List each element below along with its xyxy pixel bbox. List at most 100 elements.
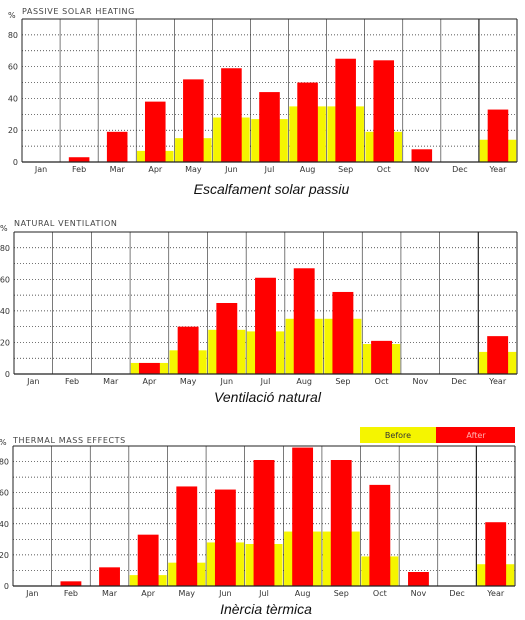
bar-after bbox=[408, 572, 429, 586]
x-tick-label: Jul bbox=[264, 165, 275, 174]
bar-after bbox=[371, 340, 393, 374]
bar-after bbox=[183, 79, 204, 162]
x-tick-label: Sep bbox=[338, 165, 353, 174]
y-tick-label: 0 bbox=[5, 370, 10, 379]
y-tick-label: 40 bbox=[0, 520, 9, 529]
legend-after-swatch bbox=[436, 427, 515, 443]
y-tick-label: 0 bbox=[4, 582, 9, 591]
y-tick-label: 40 bbox=[0, 307, 10, 316]
bar-after bbox=[138, 362, 160, 374]
x-tick-label: Jan bbox=[25, 589, 38, 598]
x-tick-label: Apr bbox=[141, 589, 156, 598]
chart-1: PASSIVE SOLAR HEATING% 0 20 40 60 80 Jan Feb Mar… bbox=[8, 7, 518, 197]
bar-after bbox=[332, 291, 354, 374]
y-tick-label: 40 bbox=[8, 94, 18, 103]
x-tick-label: Aug bbox=[300, 165, 316, 174]
x-tick-label: Nov bbox=[412, 377, 428, 386]
x-tick-label: Aug bbox=[295, 589, 311, 598]
x-tick-label: Jul bbox=[258, 589, 269, 598]
x-tick-label: Jan bbox=[26, 377, 39, 386]
legend-after-label: After bbox=[466, 431, 486, 440]
bar-after bbox=[335, 58, 356, 162]
bar-after bbox=[487, 336, 509, 374]
bar-after bbox=[411, 149, 433, 162]
x-tick-label: Mar bbox=[110, 165, 126, 174]
x-tick-label: Jan bbox=[34, 165, 47, 174]
y-tick-label: 0 bbox=[13, 158, 18, 167]
x-tick-label: Dec bbox=[452, 165, 467, 174]
bar-after bbox=[330, 460, 352, 586]
bar-after bbox=[216, 303, 238, 374]
bar-after bbox=[487, 109, 509, 162]
chart-2: NATURAL VENTILATION% 0 20 40 60 80 Jan Feb Mar Ap… bbox=[0, 219, 518, 405]
bar-after bbox=[292, 447, 314, 586]
x-tick-label: Jun bbox=[224, 165, 238, 174]
legend: Before After bbox=[360, 427, 515, 443]
bar-after bbox=[259, 92, 280, 162]
legend-before-swatch bbox=[360, 427, 436, 443]
y-tick-label: 60 bbox=[8, 63, 18, 72]
y-tick-label: 20 bbox=[0, 338, 10, 347]
y-axis-unit: % bbox=[0, 224, 8, 233]
bar-after bbox=[68, 157, 90, 162]
x-tick-label: Apr bbox=[143, 377, 158, 386]
chart-caption: Ventilació natural bbox=[214, 389, 322, 405]
y-tick-label: 20 bbox=[8, 126, 18, 135]
bar-after bbox=[176, 486, 198, 586]
x-tick-label: May bbox=[178, 589, 195, 598]
y-tick-label: 60 bbox=[0, 489, 9, 498]
x-tick-label: Aug bbox=[296, 377, 312, 386]
x-tick-label: Apr bbox=[148, 165, 163, 174]
x-tick-label: Oct bbox=[377, 165, 391, 174]
x-tick-label: Oct bbox=[373, 589, 387, 598]
bar-after bbox=[60, 581, 82, 586]
bar-after bbox=[297, 82, 318, 162]
x-tick-label: Nov bbox=[414, 165, 430, 174]
x-tick-label: Sep bbox=[334, 589, 349, 598]
chart-title: NATURAL VENTILATION bbox=[14, 219, 117, 228]
bar-after bbox=[369, 484, 391, 586]
y-tick-label: 60 bbox=[0, 275, 10, 284]
chart-title: PASSIVE SOLAR HEATING bbox=[22, 7, 135, 16]
x-tick-label: Year bbox=[488, 165, 507, 174]
x-tick-label: Sep bbox=[335, 377, 350, 386]
x-tick-label: Dec bbox=[451, 377, 466, 386]
bar-after bbox=[99, 567, 120, 586]
chart-title: THERMAL MASS EFFECTS bbox=[12, 436, 126, 445]
y-tick-label: 20 bbox=[0, 551, 9, 560]
y-axis-unit: % bbox=[8, 11, 16, 20]
bar-after bbox=[106, 131, 128, 162]
chart-3: THERMAL MASS EFFECTS% 0 20 40 60 80 Jan Feb Mar A… bbox=[0, 436, 516, 617]
x-tick-label: Jun bbox=[220, 377, 234, 386]
y-tick-label: 80 bbox=[8, 31, 18, 40]
x-tick-label: Feb bbox=[72, 165, 86, 174]
x-tick-label: May bbox=[180, 377, 197, 386]
bar-after bbox=[485, 522, 507, 586]
x-tick-label: Feb bbox=[64, 589, 78, 598]
bar-after bbox=[221, 68, 242, 162]
bar-after bbox=[373, 60, 395, 162]
x-tick-label: Nov bbox=[411, 589, 427, 598]
chart-caption: Inèrcia tèrmica bbox=[220, 601, 312, 617]
x-tick-label: Year bbox=[488, 377, 507, 386]
bar-after bbox=[177, 326, 199, 374]
y-axis-unit: % bbox=[0, 438, 7, 447]
x-tick-label: Dec bbox=[449, 589, 464, 598]
y-tick-label: 80 bbox=[0, 458, 9, 467]
chart-caption: Escalfament solar passiu bbox=[194, 181, 350, 197]
bar-after bbox=[293, 268, 315, 374]
y-tick-label: 80 bbox=[0, 244, 10, 253]
bar-after bbox=[255, 277, 276, 374]
bar-after bbox=[144, 101, 166, 162]
bar-after bbox=[137, 534, 159, 586]
x-tick-label: Mar bbox=[102, 589, 118, 598]
x-tick-label: Mar bbox=[103, 377, 119, 386]
x-tick-label: May bbox=[185, 165, 202, 174]
x-tick-label: Jun bbox=[218, 589, 232, 598]
x-tick-label: Feb bbox=[65, 377, 79, 386]
x-tick-label: Oct bbox=[375, 377, 389, 386]
x-tick-label: Year bbox=[486, 589, 505, 598]
x-tick-label: Jul bbox=[260, 377, 271, 386]
legend-before-label: Before bbox=[385, 431, 411, 440]
